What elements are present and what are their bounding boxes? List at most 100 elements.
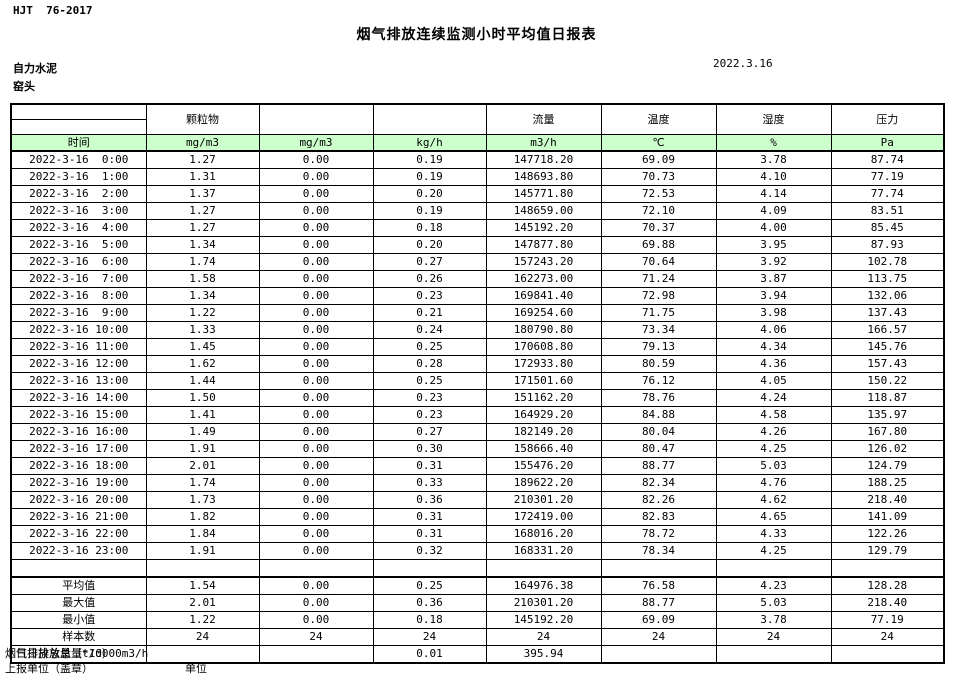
cell-empty — [715, 559, 832, 578]
cell-value: 145192.20 — [485, 219, 602, 237]
summary-label: 样本数 — [10, 628, 147, 646]
cell-value: 0.00 — [258, 287, 374, 305]
cell-value: 0.00 — [258, 542, 374, 560]
cell-value: 0.00 — [258, 253, 374, 271]
cell-value: 0.00 — [258, 474, 374, 492]
cell-value: 87.74 — [830, 150, 945, 169]
cell-value: 4.76 — [715, 474, 832, 492]
header-flow: 流量 — [485, 103, 602, 135]
cell-value: 182149.20 — [485, 423, 602, 441]
cell-value: 0.00 — [258, 525, 374, 543]
cell-value: 70.37 — [600, 219, 717, 237]
summary-value: 76.58 — [600, 576, 717, 595]
cell-time: 2022-3-16 18:00 — [10, 457, 147, 475]
cell-value: 3.98 — [715, 304, 832, 322]
cell-value: 170608.80 — [485, 338, 602, 356]
table-row: 2022-3-16 3:00 1.27 0.00 0.19 148659.00 72.10… — [10, 202, 945, 220]
unit-mgm3-2: mg/m3 — [258, 134, 374, 152]
cell-value: 2.01 — [145, 457, 260, 475]
cell-value: 1.34 — [145, 287, 260, 305]
cell-value: 69.88 — [600, 236, 717, 254]
cell-value: 147718.20 — [485, 150, 602, 169]
cell-time: 2022-3-16 1:00 — [10, 168, 147, 186]
summary-value: 145192.20 — [485, 611, 602, 629]
table-row: 2022-3-16 2:00 1.37 0.00 0.20 145771.80 72.53… — [10, 185, 945, 203]
cell-value: 1.50 — [145, 389, 260, 407]
table-row: 最大值 2.01 0.00 0.36 210301.20 88.77 5.03 218.40 — [10, 594, 945, 612]
cell-value: 118.87 — [830, 389, 945, 407]
header-blank-col3 — [258, 103, 374, 135]
unit-pa: Pa — [830, 134, 945, 152]
table-row: 最小值 1.22 0.00 0.18 145192.20 69.09 3.78 77.19 — [10, 611, 945, 629]
cell-value: 0.27 — [372, 253, 487, 271]
cell-value: 1.74 — [145, 474, 260, 492]
unit-mgm3-1: mg/m3 — [145, 134, 260, 152]
cell-value: 162273.00 — [485, 270, 602, 288]
cell-value: 4.25 — [715, 440, 832, 458]
summary-value — [830, 645, 945, 664]
table-row: 2022-3-16 5:00 1.34 0.00 0.20 147877.80 69.88… — [10, 236, 945, 254]
cell-value: 3.95 — [715, 236, 832, 254]
summary-value: 1.54 — [145, 576, 260, 595]
summary-label: 最大值 — [10, 594, 147, 612]
cell-value: 0.31 — [372, 508, 487, 526]
cell-value: 0.00 — [258, 185, 374, 203]
table-row: 2022-3-16 16:00 1.49 0.00 0.27 182149.20 80.0… — [10, 423, 945, 441]
cell-value: 0.00 — [258, 508, 374, 526]
cell-time: 2022-3-16 23:00 — [10, 542, 147, 560]
cell-empty — [10, 559, 147, 578]
cell-value: 1.41 — [145, 406, 260, 424]
footer-report-unit-label: 上报单位（盖章） — [5, 662, 93, 675]
table-row: 2022-3-16 13:00 1.44 0.00 0.25 171501.60 76.1… — [10, 372, 945, 390]
summary-value: 24 — [258, 628, 374, 646]
summary-value: 0.18 — [372, 611, 487, 629]
unit-time: 时间 — [10, 134, 147, 152]
cell-value: 71.75 — [600, 304, 717, 322]
summary-value: 395.94 — [485, 645, 602, 664]
summary-value: 3.78 — [715, 611, 832, 629]
cell-time: 2022-3-16 16:00 — [10, 423, 147, 441]
cell-time: 2022-3-16 21:00 — [10, 508, 147, 526]
cell-value: 148693.80 — [485, 168, 602, 186]
cell-value: 0.18 — [372, 219, 487, 237]
cell-value: 210301.20 — [485, 491, 602, 509]
cell-value: 169841.40 — [485, 287, 602, 305]
cell-value: 4.26 — [715, 423, 832, 441]
cell-value: 72.10 — [600, 202, 717, 220]
footer-unit-label: 单位 — [185, 662, 207, 675]
summary-value: 24 — [715, 628, 832, 646]
cell-value: 158666.40 — [485, 440, 602, 458]
header-particulate: 颗粒物 — [145, 103, 260, 135]
unit-kgh: kg/h — [372, 134, 487, 152]
report-table: 颗粒物 流量 温度 湿度 压力 时间 mg/m3 mg/m3 kg/h m3/h… — [10, 103, 945, 664]
cell-value: 147877.80 — [485, 236, 602, 254]
cell-value: 71.24 — [600, 270, 717, 288]
cell-value: 137.43 — [830, 304, 945, 322]
cell-value: 78.76 — [600, 389, 717, 407]
summary-value — [600, 645, 717, 664]
header-blank-top-cell — [10, 103, 147, 120]
cell-value: 73.34 — [600, 321, 717, 339]
summary-value: 210301.20 — [485, 594, 602, 612]
summary-value — [715, 645, 832, 664]
cell-value: 135.97 — [830, 406, 945, 424]
cell-value: 88.77 — [600, 457, 717, 475]
cell-value: 3.87 — [715, 270, 832, 288]
table-row: 2022-3-16 7:00 1.58 0.00 0.26 162273.00 71.24… — [10, 270, 945, 288]
page-title: 烟气排放连续监测小时平均值日报表 — [356, 27, 597, 43]
cell-value: 124.79 — [830, 457, 945, 475]
summary-value: 218.40 — [830, 594, 945, 612]
table-row: 2022-3-16 19:00 1.74 0.00 0.33 189622.20 82.3… — [10, 474, 945, 492]
cell-value: 0.00 — [258, 440, 374, 458]
summary-value: 24 — [372, 628, 487, 646]
summary-value: 0.00 — [258, 611, 374, 629]
summary-label: 日排放总量（t/d） — [10, 645, 147, 664]
standard-number: HJT 76-2017 — [13, 4, 93, 17]
cell-value: 189622.20 — [485, 474, 602, 492]
summary-value: 0.01 — [372, 645, 487, 664]
summary-value: 0.00 — [258, 576, 374, 595]
cell-value: 171501.60 — [485, 372, 602, 390]
cell-value: 77.74 — [830, 185, 945, 203]
table-row — [10, 559, 945, 578]
